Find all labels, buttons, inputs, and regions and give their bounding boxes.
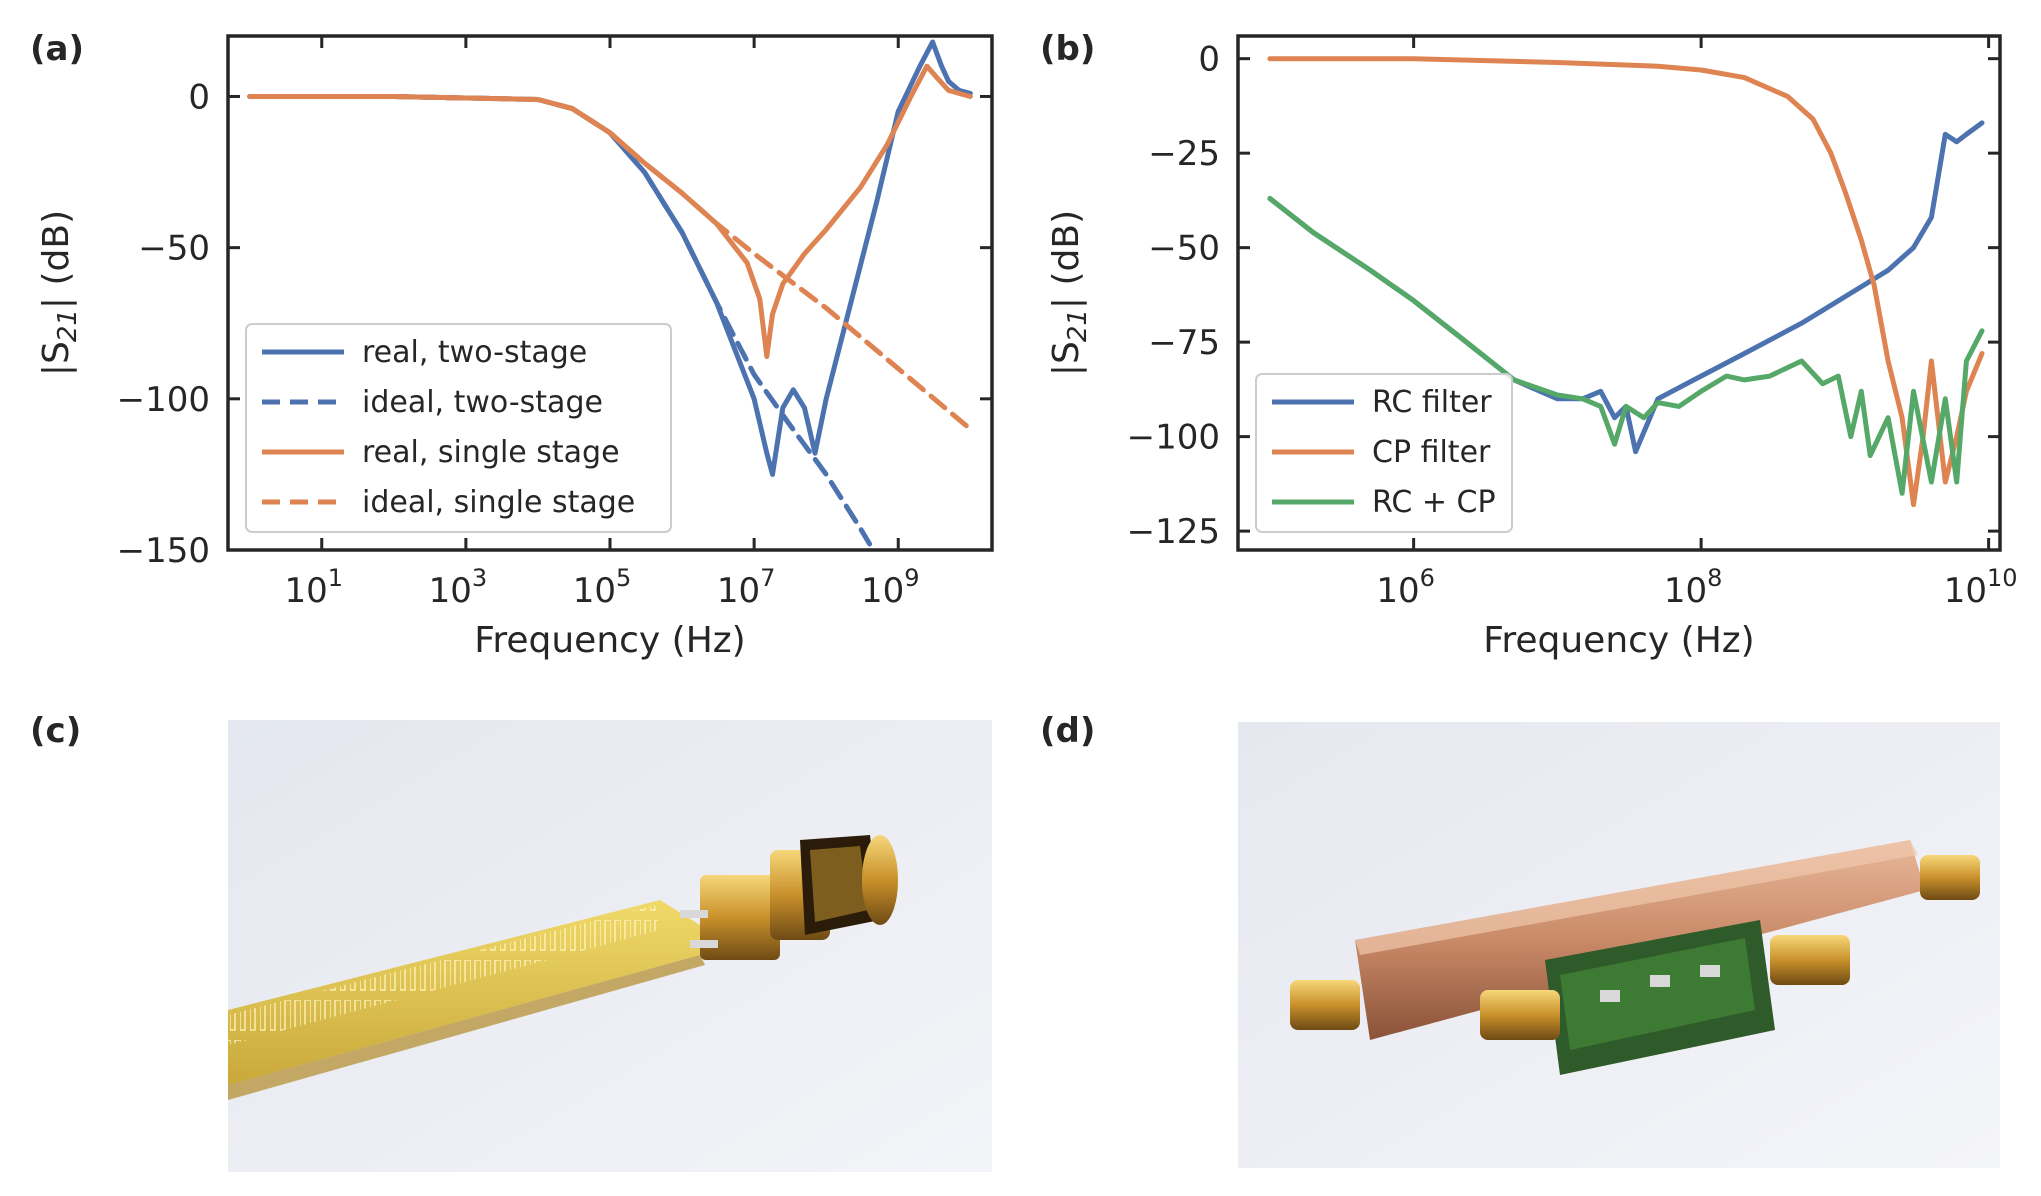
chart-a-frame [226, 34, 994, 552]
chart-b-frame [1236, 34, 2002, 552]
chart-b-ytick-label-5: −125 [1127, 512, 1220, 552]
chart-b-ticks: 0 −25 −50 −75 −100 −125 106 108 1010 [1127, 36, 2018, 611]
photo-c-connector-body [700, 875, 780, 960]
chart-b: 0 −25 −50 −75 −100 −125 106 108 1010 Frequency (… [1046, 34, 2018, 661]
chart-a-ytick-label-2: −100 [117, 380, 210, 420]
chart-a-xlabel: Frequency (Hz) [474, 620, 745, 661]
chart-a-legend-label-2: real, single stage [362, 435, 620, 470]
chart-a: 0 −50 −100 −150 101 103 105 107 109 Frequency (H… [36, 34, 994, 661]
chart-a-xtick-label-1: 103 [429, 564, 488, 611]
chart-a-legend-label-3: ideal, single stage [362, 485, 635, 520]
chart-b-xlabel: Frequency (Hz) [1483, 620, 1754, 661]
photo-c-meander-line [228, 905, 660, 1045]
chart-b-series [1267, 56, 1985, 508]
chart-b-legend-label-2: RC + CP [1372, 485, 1496, 520]
photo-d-connector-front-left [1480, 990, 1560, 1040]
chart-b-ytick-label-2: −50 [1148, 229, 1220, 269]
chart-a-legend: real, two-stage ideal, two-stage real, sin… [245, 323, 672, 533]
chart-b-legend-label-1: CP filter [1372, 435, 1491, 470]
panel-label-a: (a) [30, 29, 84, 69]
chart-a-xtick-label-0: 101 [284, 564, 343, 611]
panel-label-d: (d) [1040, 711, 1095, 751]
chart-a-ytick-label-1: −50 [138, 229, 210, 269]
chart-b-series-2 [1267, 196, 1985, 496]
chart-b-ytick-label-4: −100 [1127, 418, 1220, 458]
chart-a-ytick-label-3: −150 [117, 531, 210, 571]
chart-a-series-2 [247, 63, 973, 359]
chart-b-ytick-label-3: −75 [1148, 323, 1220, 363]
chart-a-legend-label-1: ideal, two-stage [362, 385, 603, 420]
chart-a-series-3 [247, 94, 973, 432]
chart-b-xtick-label-0: 106 [1376, 564, 1435, 611]
photo-d [1238, 722, 2000, 1168]
chart-a-xtick-label-3: 107 [717, 564, 776, 611]
chart-b-xtick-label-1: 108 [1664, 564, 1723, 611]
chart-a-legend-box [245, 323, 672, 533]
chart-b-ytick-label-0: 0 [1198, 40, 1220, 80]
panel-label-b: (b) [1040, 29, 1095, 69]
chart-a-legend-label-0: real, two-stage [362, 335, 587, 370]
photo-c [228, 720, 992, 1172]
chart-a-ytick-label-0: 0 [188, 77, 210, 117]
chart-b-ytick-label-1: −25 [1148, 134, 1220, 174]
photo-d-connector-left [1290, 980, 1360, 1030]
photo-d-connector-front-right [1770, 935, 1850, 985]
chart-a-series [247, 39, 973, 547]
chart-b-xtick-label-2: 1010 [1944, 564, 2018, 611]
chart-a-ylabel: |S21| (dB) [36, 210, 83, 376]
chart-b-legend: RC filter CP filter RC + CP [1255, 373, 1513, 533]
chart-b-ylabel: |S21| (dB) [1046, 210, 1093, 376]
photo-d-connector-right [1920, 855, 1980, 900]
chart-a-xtick-label-2: 105 [573, 564, 632, 611]
chart-a-ticks: 0 −50 −100 −150 101 103 105 107 109 [117, 36, 992, 611]
chart-a-xtick-label-4: 109 [861, 564, 920, 611]
chart-b-legend-label-0: RC filter [1372, 385, 1492, 420]
chart-b-legend-box [1255, 373, 1513, 533]
panel-label-c: (c) [30, 711, 81, 751]
